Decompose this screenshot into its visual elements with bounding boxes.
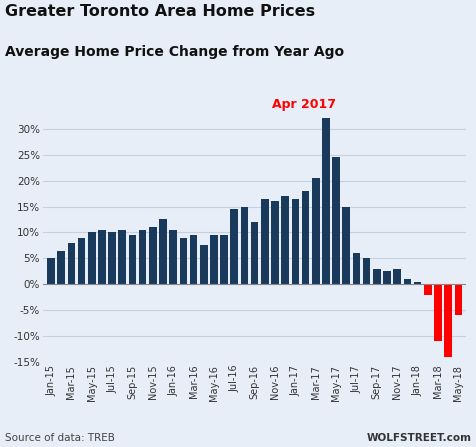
Bar bbox=[332, 157, 340, 284]
Bar bbox=[312, 178, 319, 284]
Bar bbox=[159, 219, 167, 284]
Bar bbox=[455, 284, 462, 316]
Text: Apr 2017: Apr 2017 bbox=[271, 97, 336, 110]
Bar bbox=[210, 235, 218, 284]
Bar bbox=[343, 207, 350, 284]
Bar bbox=[200, 245, 208, 284]
Bar bbox=[414, 282, 421, 284]
Bar bbox=[129, 235, 136, 284]
Bar bbox=[434, 284, 442, 342]
Bar bbox=[322, 118, 330, 284]
Bar bbox=[353, 253, 360, 284]
Bar bbox=[190, 235, 198, 284]
Bar bbox=[98, 230, 106, 284]
Bar bbox=[57, 251, 65, 284]
Bar bbox=[88, 232, 96, 284]
Bar bbox=[281, 196, 289, 284]
Bar bbox=[251, 222, 258, 284]
Bar bbox=[292, 199, 299, 284]
Bar bbox=[169, 230, 177, 284]
Bar bbox=[444, 284, 452, 357]
Bar bbox=[47, 258, 55, 284]
Text: Greater Toronto Area Home Prices: Greater Toronto Area Home Prices bbox=[5, 4, 315, 20]
Text: Source of data: TREB: Source of data: TREB bbox=[5, 433, 115, 443]
Bar bbox=[108, 232, 116, 284]
Bar bbox=[404, 279, 411, 284]
Bar bbox=[271, 201, 279, 284]
Bar bbox=[383, 271, 391, 284]
Bar bbox=[373, 269, 381, 284]
Bar bbox=[139, 230, 147, 284]
Bar bbox=[261, 199, 268, 284]
Bar bbox=[78, 238, 85, 284]
Text: Average Home Price Change from Year Ago: Average Home Price Change from Year Ago bbox=[5, 45, 344, 59]
Bar bbox=[220, 235, 228, 284]
Bar bbox=[363, 258, 370, 284]
Bar bbox=[302, 191, 309, 284]
Bar bbox=[68, 243, 75, 284]
Text: WOLFSTREET.com: WOLFSTREET.com bbox=[366, 433, 471, 443]
Bar bbox=[241, 207, 248, 284]
Bar bbox=[119, 230, 126, 284]
Bar bbox=[149, 227, 157, 284]
Bar bbox=[179, 238, 187, 284]
Bar bbox=[230, 209, 238, 284]
Bar bbox=[424, 284, 432, 295]
Bar bbox=[393, 269, 401, 284]
